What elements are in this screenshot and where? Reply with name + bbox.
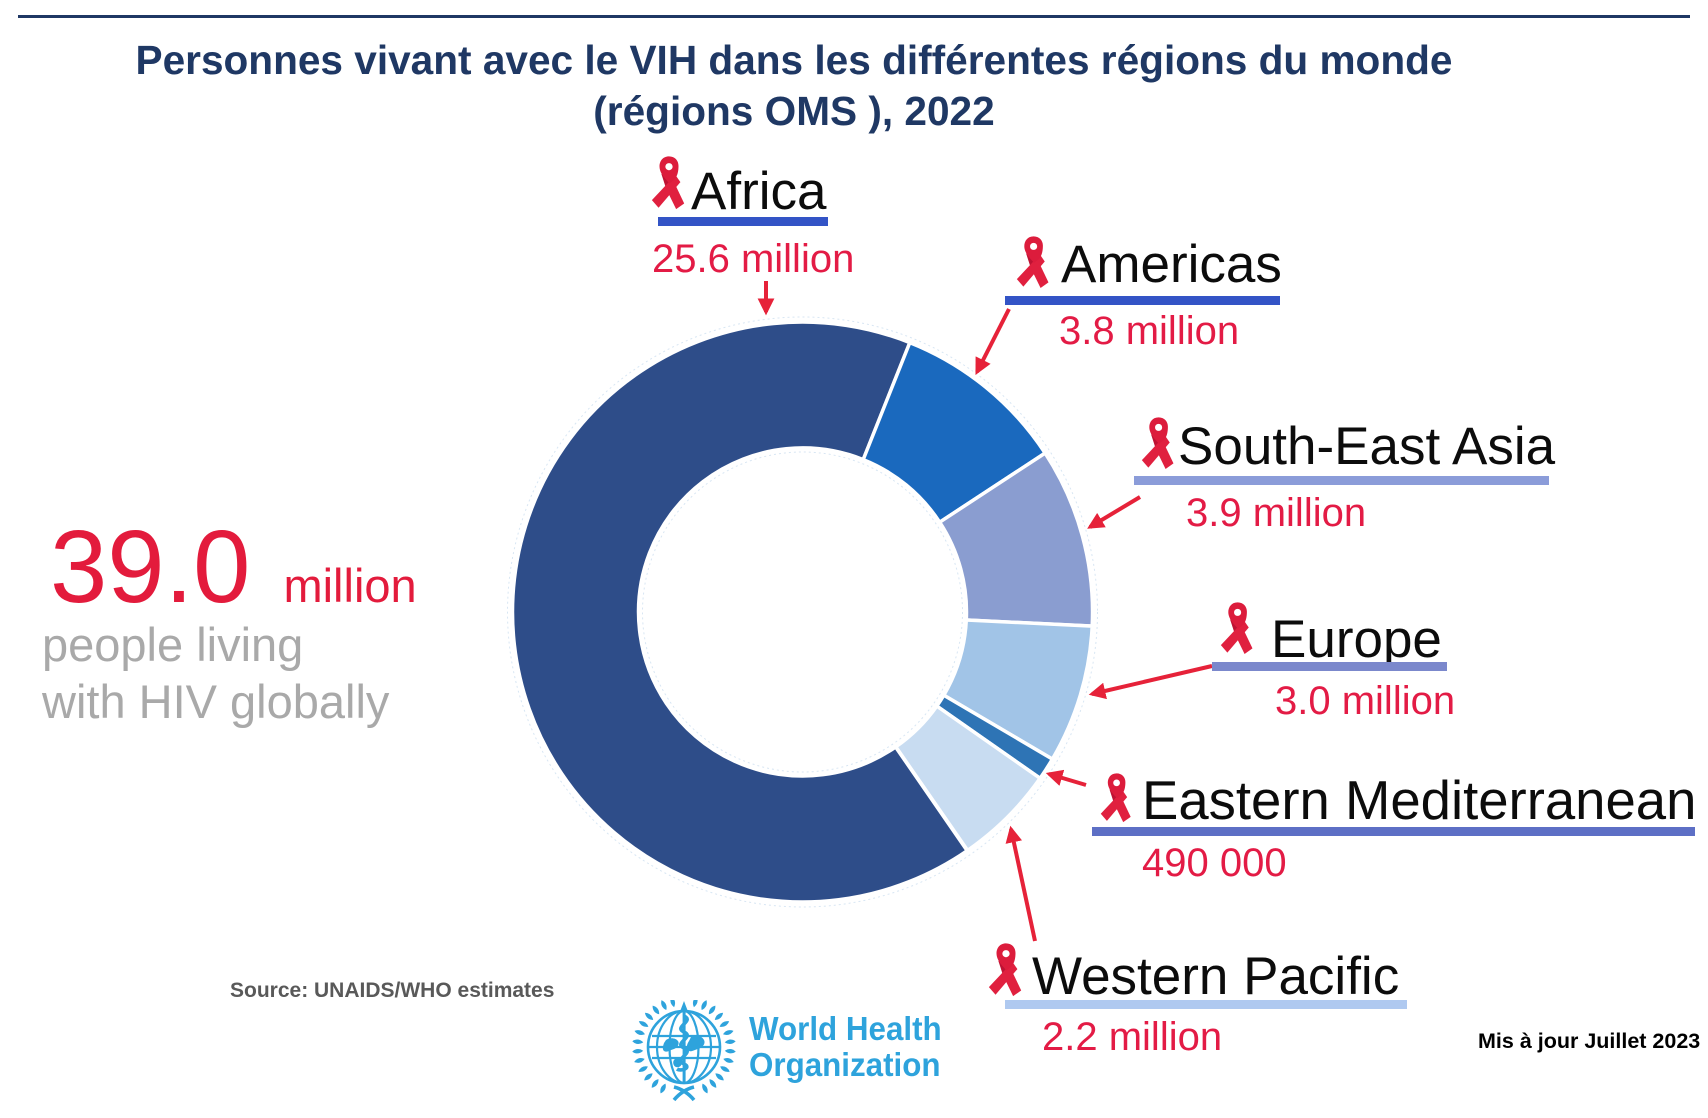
svg-text:World Health: World Health — [749, 1010, 942, 1047]
svg-text:Organization: Organization — [749, 1046, 941, 1083]
